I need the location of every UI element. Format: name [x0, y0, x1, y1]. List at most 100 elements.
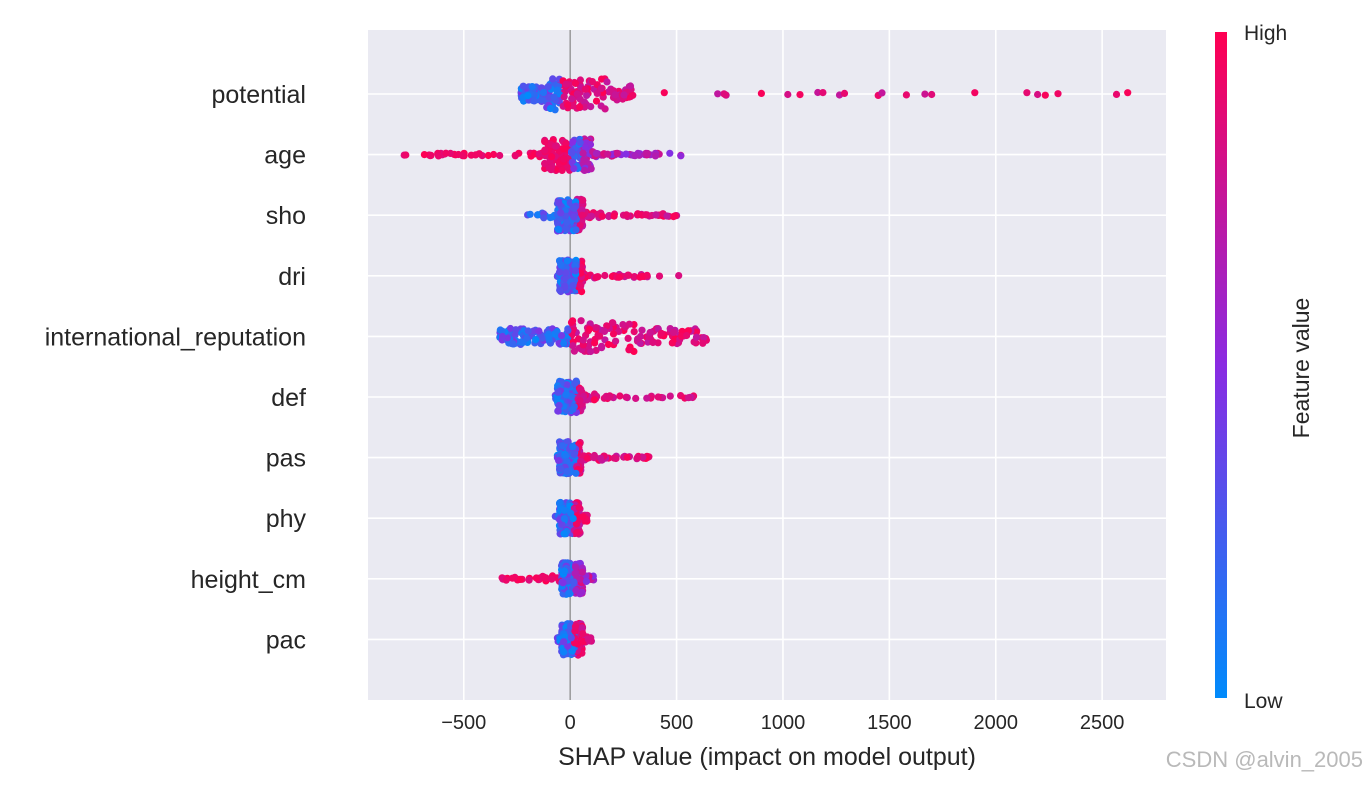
shap-point: [578, 624, 586, 632]
shap-point: [572, 226, 580, 234]
shap-point: [578, 206, 586, 214]
shap-point: [684, 394, 693, 402]
shap-point: [560, 648, 568, 656]
shap-point: [540, 214, 548, 222]
shap-point: [569, 102, 577, 110]
shap-point: [572, 469, 580, 477]
shap-point: [572, 520, 581, 528]
shap-point: [632, 394, 640, 402]
shap-point: [555, 456, 563, 465]
shap-point: [554, 407, 562, 415]
shap-point: [619, 321, 627, 329]
shap-point: [675, 272, 683, 280]
shap-point: [568, 149, 576, 157]
shap-point: [928, 90, 936, 99]
feature-points: [400, 135, 685, 175]
data-points: [400, 75, 1132, 659]
shap-point: [677, 152, 685, 160]
shap-point: [560, 155, 568, 163]
shap-point: [597, 454, 605, 462]
shap-point: [564, 326, 572, 334]
shap-point: [563, 467, 571, 475]
shap-point: [532, 574, 540, 582]
shap-point: [579, 196, 587, 204]
shap-point: [902, 91, 911, 99]
shap-point: [625, 320, 633, 328]
shap-point: [579, 513, 587, 521]
shap-point: [571, 563, 580, 571]
shap-point: [563, 457, 571, 465]
shap-point: [516, 575, 524, 584]
colorbar-low-label: Low: [1244, 690, 1283, 713]
shap-point: [578, 588, 586, 596]
shap-point: [588, 78, 597, 86]
shap-point: [579, 149, 587, 157]
shap-point: [551, 142, 560, 150]
shap-point: [634, 335, 642, 343]
shap-point: [525, 576, 533, 584]
shap-point: [569, 138, 577, 146]
shap-point: [434, 152, 443, 160]
shap-point: [569, 443, 577, 451]
shap-point: [528, 83, 536, 91]
shap-point: [642, 211, 650, 219]
feature-points: [553, 619, 596, 659]
shap-point: [472, 151, 480, 159]
shap-point: [555, 401, 563, 409]
shap-point: [587, 165, 595, 173]
feature-label: age: [264, 142, 306, 170]
shap-point: [579, 336, 587, 344]
shap-point: [601, 271, 609, 280]
shap-point: [601, 105, 609, 113]
shap-point: [612, 337, 620, 345]
shap-point: [511, 331, 519, 339]
shap-point: [569, 317, 577, 325]
shap-point: [568, 95, 576, 103]
shap-point: [562, 391, 570, 399]
feature-points: [517, 75, 1132, 114]
shap-point: [571, 79, 580, 87]
shap-point: [570, 204, 578, 212]
shap-point: [459, 152, 467, 160]
shap-point: [556, 268, 564, 276]
feature-label: pas: [266, 445, 306, 473]
shap-point: [646, 328, 654, 337]
shap-point: [878, 89, 886, 97]
feature-points: [498, 559, 598, 598]
feature-points: [496, 317, 711, 356]
shap-point: [629, 91, 637, 99]
shap-point: [541, 138, 549, 146]
shap-point: [562, 80, 570, 88]
shap-point: [563, 257, 572, 265]
shap-point: [562, 269, 570, 277]
shap-point: [569, 282, 577, 290]
shap-point: [692, 333, 701, 341]
shap-point: [840, 89, 849, 97]
shap-point: [581, 144, 590, 152]
shap-point: [576, 138, 584, 147]
shap-point: [625, 346, 633, 354]
feature-labels: potential age sho dri international_reputati…: [45, 81, 307, 654]
shap-point: [590, 451, 599, 460]
shap-point: [578, 211, 586, 219]
shap-point: [1112, 90, 1121, 98]
shap-point: [573, 529, 581, 537]
shap-point: [545, 93, 553, 101]
shap-point: [565, 589, 573, 598]
shap-point: [585, 325, 593, 333]
shap-point: [560, 530, 568, 538]
shap-point: [575, 503, 583, 512]
shap-point: [598, 212, 606, 220]
shap-point: [721, 91, 730, 99]
shap-point: [603, 78, 611, 86]
colorbar-high-label: High: [1244, 22, 1287, 45]
shap-point: [610, 212, 618, 220]
shap-point: [630, 273, 639, 281]
shap-point: [534, 211, 542, 219]
shap-point: [604, 150, 612, 158]
shap-point: [700, 334, 708, 342]
shap-point: [1023, 89, 1031, 97]
shap-point: [562, 224, 570, 232]
shap-point: [588, 212, 596, 220]
